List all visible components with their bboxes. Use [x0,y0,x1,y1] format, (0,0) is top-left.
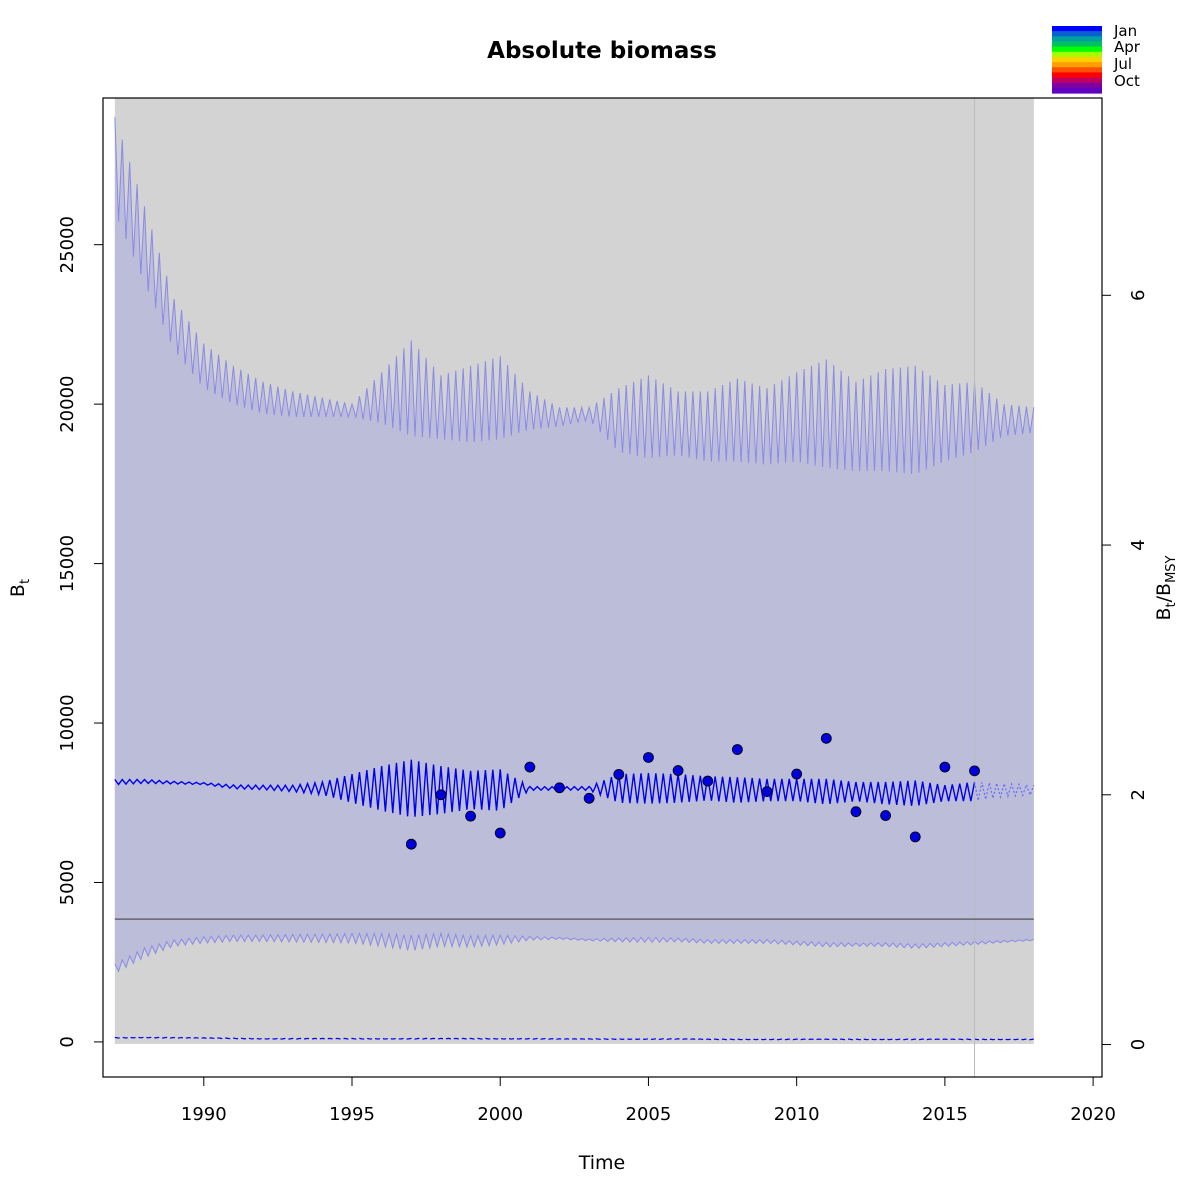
legend-color-swatch [1052,62,1102,68]
index-point [850,806,862,818]
legend-color-swatch [1052,82,1102,89]
x-tick-label: 2015 [922,1104,968,1125]
lower-dashed-line [114,1036,1034,1041]
legend-month-label: Jan [1113,22,1137,40]
y2-tick-label: 6 [1128,290,1149,301]
index-point [939,761,951,773]
chart-title: Absolute biomass [487,38,717,64]
index-point [494,827,506,839]
index-point [643,752,654,763]
legend-color-swatch [1052,51,1102,58]
y-tick-label: 10000 [57,694,78,751]
index-point [613,768,625,780]
index-point [405,838,417,850]
y2-axis-label-sep: /B [1153,583,1175,602]
y2-tick-label: 0 [1128,1039,1149,1050]
legend-color-swatch [1052,46,1102,53]
legend-color-swatch [1052,26,1102,32]
x-tick-label: 2010 [774,1104,820,1125]
y-tick-label: 0 [57,1036,78,1047]
legend-color-swatch [1052,56,1102,63]
x-tick-label: 2005 [626,1104,672,1125]
index-point [524,761,536,773]
y-tick-label: 5000 [57,860,78,906]
legend-color-swatch [1052,36,1102,43]
legend-color-swatch [1052,87,1102,94]
lower-ci-line [114,931,1035,973]
svg-text:Bt: Bt [7,579,33,597]
y-axis-label: Bt [7,579,33,597]
index-point [435,789,447,801]
index-point [909,831,921,843]
index-point [761,786,773,797]
y-axis-label-sub: t [18,579,33,584]
y-tick-label: 20000 [57,376,78,433]
legend-color-swatch [1052,77,1102,84]
x-tick-label: 1995 [329,1104,375,1125]
x-axis-label: Time [578,1152,626,1174]
index-point [791,768,803,780]
legend-color-swatch [1052,31,1102,37]
index-point [465,810,476,822]
index-point [702,775,714,787]
y2-axis-label-sub2: MSY [1164,555,1179,582]
index-point [672,765,684,776]
index-point [820,732,832,744]
x-tick-label: 2020 [1070,1104,1116,1125]
legend-color-swatch [1052,72,1102,79]
y2-tick-label: 4 [1128,539,1149,550]
legend-color-swatch [1052,41,1102,48]
y-tick-label: 25000 [57,216,78,273]
index-point [731,744,743,755]
y-axis-right: 0 2 4 6 [1102,290,1149,1050]
y2-axis-label-main: B [1153,607,1175,620]
confidence-band [114,117,1034,972]
svg-text:Bt/BMSY: Bt/BMSY [1153,555,1179,620]
index-point [880,810,891,821]
upper-ci-line [114,117,1035,474]
index-point [554,782,565,794]
legend-month-label: Jul [1113,55,1132,73]
legend-color-swatch [1052,67,1102,73]
x-axis: 1990 1995 2000 2005 2010 2015 2020 [181,1076,1116,1125]
y-axis-left: 0 5000 10000 15000 20000 25000 [57,216,103,1048]
y-tick-label: 15000 [57,535,78,592]
plot-area [114,98,1035,1077]
y2-axis-label: Bt/BMSY [1153,555,1179,620]
index-point [583,792,595,804]
y-axis-label-main: B [7,584,29,597]
legend-month-label: Oct [1114,72,1140,90]
index-point [969,765,980,777]
legend-month-label: Apr [1114,38,1141,56]
biomass-estimate-line [114,759,976,817]
biomass-forecast-line [973,780,1035,801]
x-tick-label: 1990 [181,1104,227,1125]
y2-tick-label: 2 [1128,789,1149,800]
y2-axis-label-sub1: t [1164,602,1179,607]
x-tick-label: 2000 [477,1104,523,1125]
